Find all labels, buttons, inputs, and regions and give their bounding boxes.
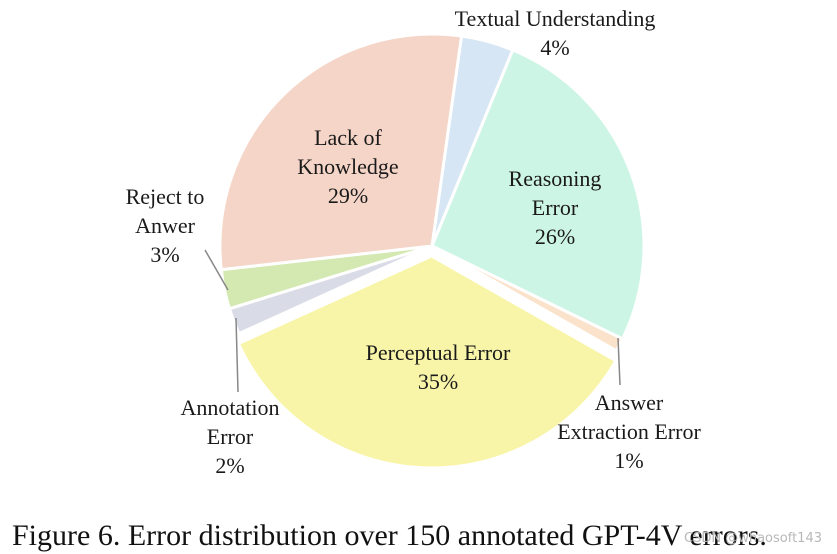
leader-reject [204,249,229,291]
leader-answer-extraction [617,337,621,386]
pie-slices [218,32,646,470]
pie-slice-answer-extraction-error [431,244,625,353]
watermark: CSDN @whaosoft143 [684,531,822,546]
figure-caption: Figure 6. Error distribution over 150 an… [12,519,767,552]
label-textual-understanding: Textual Understanding 4% [455,6,656,60]
pie-slice-perceptual-error [236,254,618,470]
slice-labels: Textual Understanding 4% Reasoning Error 26%… [126,6,702,478]
pie-slice-lack-of-knowledge [218,32,464,272]
leader-annotation [235,317,239,393]
label-answer-extraction-error: Answer Extraction Error 1% [557,390,701,473]
label-annotation-error: Annotation Error 2% [181,395,280,478]
label-perceptual-error: Perceptual Error 35% [366,340,511,394]
leader-lines [204,249,621,393]
label-reject-to-anwer: Reject to Anwer 3% [126,184,205,267]
label-reasoning-error: Reasoning Error 26% [509,166,602,249]
pie-slice-reasoning-error [430,48,646,341]
label-lack-of-knowledge: Lack of Knowledge 29% [297,125,398,208]
